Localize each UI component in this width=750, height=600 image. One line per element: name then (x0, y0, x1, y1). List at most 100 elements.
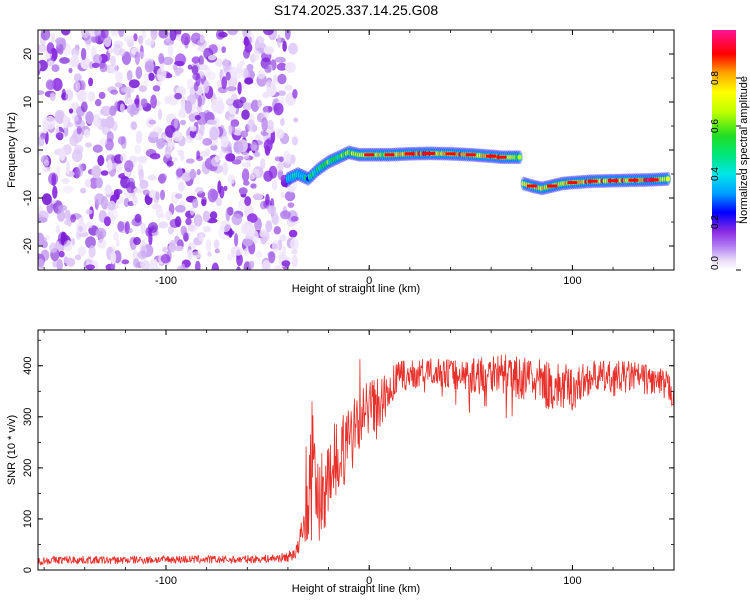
noise-speckle (284, 191, 296, 202)
noise-speckle (245, 205, 254, 216)
noise-speckle (38, 90, 45, 96)
noise-speckle (97, 238, 107, 249)
track-peak (648, 178, 659, 182)
noise-speckle (190, 125, 197, 132)
noise-speckle (58, 250, 65, 258)
noise-speckle (180, 95, 186, 109)
noise-speckle (265, 220, 273, 233)
noise-speckle (276, 62, 287, 71)
noise-speckle (203, 109, 211, 119)
noise-speckle (134, 144, 142, 154)
noise-speckle (83, 129, 91, 138)
noise-speckle (44, 167, 50, 173)
noise-speckle (160, 254, 171, 264)
noise-speckle (194, 186, 204, 194)
noise-speckle (264, 111, 269, 118)
noise-speckle (169, 240, 176, 253)
noise-speckle (151, 203, 161, 210)
y-tick-label: 0 (22, 567, 34, 573)
noise-speckle (192, 198, 199, 209)
noise-speckle (94, 30, 102, 37)
noise-speckle (61, 178, 70, 184)
noise-speckle (52, 77, 63, 92)
noise-speckle (140, 98, 148, 108)
noise-speckle (69, 58, 79, 68)
noise-speckle (225, 153, 236, 162)
spectrogram-x-ticks: -100 0 100 (43, 30, 655, 287)
noise-speckle (178, 181, 185, 193)
track-peak (567, 181, 578, 185)
noise-speckle (277, 161, 284, 172)
noise-speckle (84, 142, 92, 148)
noise-speckle (219, 149, 224, 159)
noise-speckle (214, 248, 220, 254)
noise-speckle (238, 187, 248, 195)
noise-speckle (288, 229, 298, 238)
noise-speckle (282, 150, 291, 163)
noise-speckle (162, 56, 174, 66)
noise-speckle (80, 187, 87, 194)
noise-speckle (268, 165, 278, 179)
noise-speckle (177, 265, 182, 270)
noise-speckle (108, 47, 114, 54)
noise-speckle (110, 55, 116, 66)
noise-speckle (180, 225, 187, 236)
noise-speckle (120, 152, 127, 163)
noise-speckle (49, 242, 58, 253)
colorbar-label: Normalized spectral amplitude (738, 76, 750, 224)
colorbar-tick-label: 0.4 (710, 167, 721, 181)
noise-speckle (49, 92, 56, 101)
noise-speckle (156, 138, 167, 148)
noise-speckle (70, 214, 76, 223)
noise-speckle (291, 249, 298, 255)
noise-speckle (114, 82, 123, 88)
noise-speckle (107, 200, 116, 211)
noise-speckle (56, 209, 66, 222)
noise-speckle (202, 210, 210, 222)
noise-speckle (249, 260, 255, 269)
noise-speckle (64, 209, 71, 220)
noise-speckle (158, 221, 169, 229)
noise-speckle (73, 144, 84, 155)
y-tick-label: 300 (22, 408, 34, 426)
noise-speckle (123, 197, 130, 208)
noise-speckle (189, 168, 196, 180)
noise-speckle (202, 138, 213, 146)
noise-speckle (180, 119, 186, 126)
noise-speckle (172, 64, 178, 70)
noise-speckle (148, 119, 157, 125)
noise-speckle (74, 119, 86, 129)
noise-speckle (65, 160, 70, 175)
noise-speckle (207, 54, 217, 61)
noise-speckle (133, 187, 145, 194)
noise-speckle (138, 85, 147, 93)
y-tick-label: -20 (22, 238, 34, 254)
x-tick-label: -100 (155, 575, 177, 587)
noise-speckle (235, 155, 244, 161)
noise-speckle (215, 58, 223, 67)
noise-speckle (191, 56, 201, 64)
noise-speckle (100, 30, 109, 39)
colorbar-tick-label: 0.2 (710, 215, 721, 229)
noise-speckle (92, 118, 102, 127)
noise-speckle (273, 102, 284, 116)
noise-speckle (41, 193, 52, 206)
noise-speckle (220, 136, 229, 148)
noise-speckle (68, 67, 73, 74)
noise-speckle (95, 227, 107, 239)
noise-speckle (267, 106, 273, 112)
noise-speckle (156, 81, 162, 87)
noise-speckle (280, 191, 285, 199)
track-peak (384, 153, 395, 157)
noise-speckle (225, 207, 231, 222)
noise-speckle (150, 94, 157, 109)
noise-speckle (253, 151, 261, 158)
noise-speckle (64, 89, 74, 101)
noise-speckle (61, 88, 66, 100)
noise-speckle (174, 216, 182, 228)
noise-speckle (175, 193, 183, 199)
noise-speckle (197, 39, 208, 47)
noise-speckle (166, 160, 174, 167)
noise-speckle (135, 130, 143, 144)
